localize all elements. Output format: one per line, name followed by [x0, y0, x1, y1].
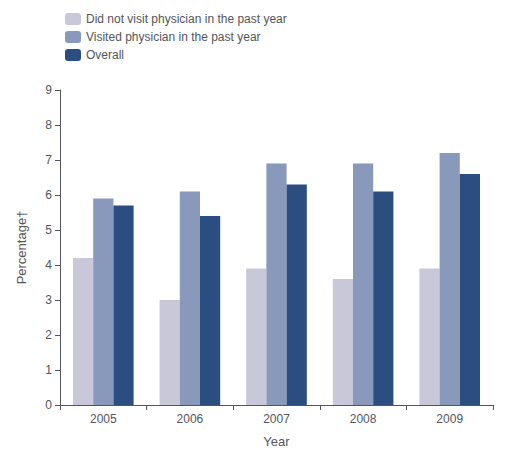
svg-text:8: 8 — [45, 118, 52, 132]
svg-text:5: 5 — [45, 223, 52, 237]
svg-text:2: 2 — [45, 328, 52, 342]
svg-text:Visited physician in the past: Visited physician in the past year — [86, 30, 261, 44]
svg-text:4: 4 — [45, 258, 52, 272]
svg-text:2009: 2009 — [436, 412, 463, 426]
svg-text:2005: 2005 — [90, 412, 117, 426]
svg-text:1: 1 — [45, 363, 52, 377]
svg-text:Percentage†: Percentage† — [14, 211, 29, 285]
svg-text:7: 7 — [45, 153, 52, 167]
svg-text:3: 3 — [45, 293, 52, 307]
svg-text:9: 9 — [45, 83, 52, 97]
svg-text:2008: 2008 — [350, 412, 377, 426]
svg-text:6: 6 — [45, 188, 52, 202]
svg-text:Year: Year — [263, 434, 290, 449]
svg-text:Did not visit physician in the: Did not visit physician in the past year — [86, 12, 287, 26]
svg-text:2006: 2006 — [177, 412, 204, 426]
svg-text:0: 0 — [45, 398, 52, 412]
svg-text:Overall: Overall — [86, 48, 124, 62]
svg-text:2007: 2007 — [263, 412, 290, 426]
